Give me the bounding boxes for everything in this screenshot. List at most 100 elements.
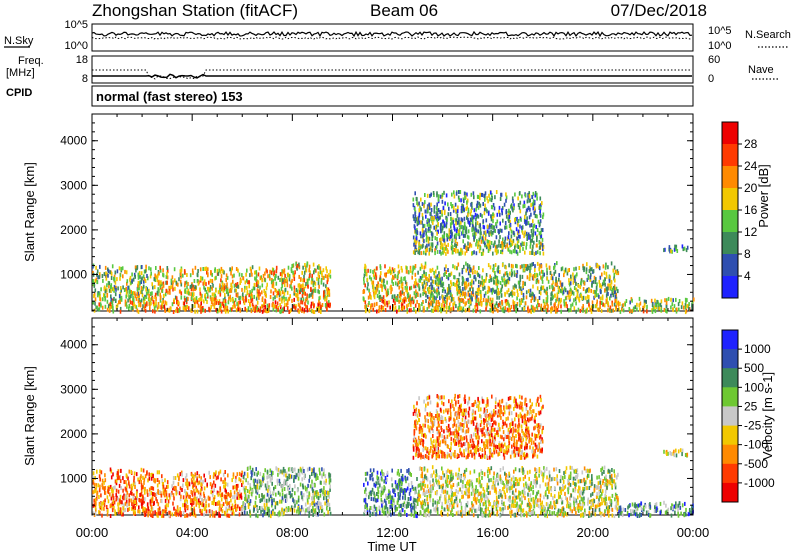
echo-cell (528, 276, 531, 281)
echo-cell (493, 228, 496, 233)
echo-cell (682, 305, 685, 310)
echo-cell (478, 287, 481, 292)
echo-cell (285, 494, 287, 499)
echo-cell (449, 222, 452, 227)
echo-cell (218, 285, 221, 290)
echo-cell (468, 305, 471, 310)
echo-cell (536, 196, 538, 201)
echo-cell (413, 242, 415, 247)
echo-cell (415, 229, 417, 234)
echo-cell (479, 212, 482, 217)
echo-cell (134, 304, 137, 309)
echo-cell (467, 207, 470, 212)
echo-cell (536, 304, 538, 309)
echo-cell (369, 275, 371, 280)
echo-cell (191, 296, 193, 301)
echo-cell (546, 302, 548, 306)
echo-cell (180, 272, 182, 277)
echo-cell (472, 287, 474, 292)
echo-cell (396, 294, 399, 299)
echo-cell (424, 285, 427, 290)
echo-cell (249, 499, 252, 504)
echo-cell (492, 288, 494, 293)
echo-cell (138, 509, 141, 514)
echo-cell (285, 494, 288, 499)
echo-cell (237, 268, 239, 273)
echo-cell (428, 236, 431, 241)
echo-cell (480, 239, 483, 244)
echo-cell (324, 490, 326, 494)
echo-cell (194, 491, 196, 496)
echo-cell (494, 289, 496, 294)
echo-cell (238, 496, 240, 500)
echo-cell (554, 302, 556, 307)
echo-cell (143, 300, 145, 305)
echo-cell (131, 291, 134, 296)
echo-cell (529, 293, 531, 298)
echo-cell (553, 264, 556, 269)
echo-cell (226, 282, 228, 287)
echo-cell (257, 284, 259, 289)
echo-cell (301, 270, 303, 275)
echo-cell (264, 468, 266, 473)
echo-cell (236, 495, 238, 500)
echo-cell (279, 305, 282, 310)
echo-cell (292, 270, 294, 275)
echo-cell (251, 473, 253, 478)
echo-cell (371, 280, 373, 285)
echo-cell (317, 302, 319, 307)
echo-cell (466, 200, 468, 205)
echo-cell (401, 282, 404, 287)
echo-cell (465, 281, 467, 286)
echo-cell (255, 277, 257, 282)
echo-cell (226, 501, 228, 506)
echo-cell (498, 205, 501, 210)
echo-cell (372, 269, 374, 274)
echo-cell (129, 297, 131, 302)
echo-cell (249, 290, 251, 295)
echo-cell (664, 298, 666, 303)
echo-cell (325, 481, 327, 486)
echo-cell (311, 308, 314, 313)
echo-cell (236, 282, 239, 286)
echo-cell (494, 271, 496, 275)
echo-cell (188, 482, 191, 487)
echo-cell (665, 308, 667, 313)
echo-cell (118, 294, 121, 299)
echo-cell (92, 300, 94, 305)
echo-cell (256, 288, 259, 293)
echo-cell (562, 290, 565, 295)
echo-cell (539, 213, 542, 218)
echo-cell (182, 273, 184, 278)
echo-cell (474, 226, 476, 231)
echo-cell (475, 231, 477, 236)
echo-cell (279, 309, 281, 314)
echo-cell (264, 483, 267, 488)
echo-cell (196, 476, 198, 481)
echo-cell (256, 481, 259, 486)
echo-cell (205, 290, 208, 294)
echo-cell (103, 272, 106, 277)
echo-cell (276, 301, 279, 306)
echo-cell (599, 283, 602, 288)
echo-cell (225, 285, 228, 289)
echo-cell (462, 233, 465, 238)
echo-cell (150, 504, 153, 509)
echo-cell (328, 472, 331, 477)
echo-cell (480, 302, 483, 307)
echo-cell (136, 265, 139, 270)
echo-cell (456, 291, 459, 296)
echo-cell (246, 278, 248, 283)
echo-cell (193, 488, 195, 493)
echo-cell (220, 287, 223, 292)
echo-cell (509, 238, 512, 243)
echo-cell (443, 234, 445, 239)
echo-cell (487, 199, 489, 204)
echo-cell (135, 268, 137, 273)
echo-cell (191, 292, 194, 297)
echo-cell (484, 230, 487, 235)
echo-cell (612, 293, 615, 298)
echo-cell (509, 210, 511, 215)
echo-cell (610, 279, 613, 284)
echo-cell (460, 306, 463, 311)
